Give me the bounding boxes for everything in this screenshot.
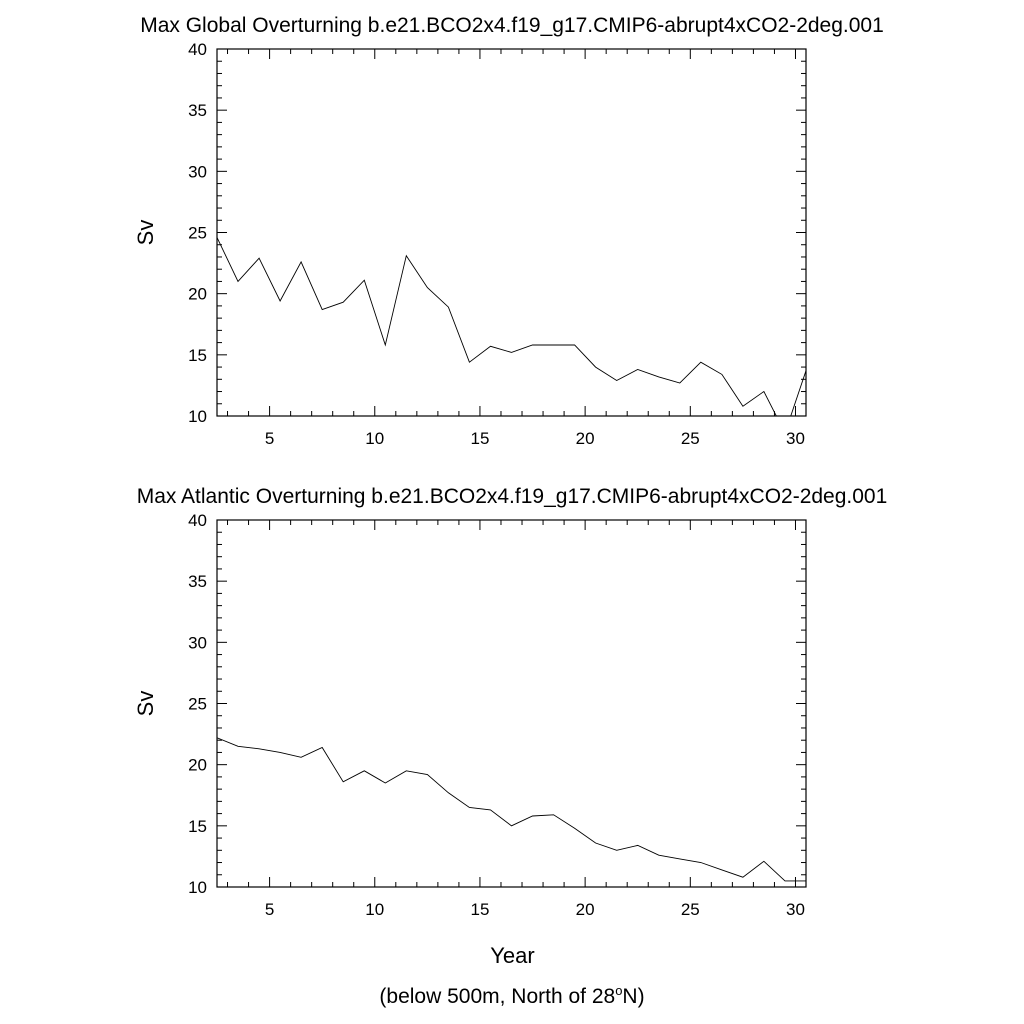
global-x-tick-label: 25 <box>681 429 700 448</box>
atlantic-x-axis-label: Year <box>490 943 534 968</box>
atlantic-x-tick-label: 15 <box>470 900 489 919</box>
global-x-tick-label: 10 <box>365 429 384 448</box>
footnote-degree: o <box>615 983 623 998</box>
footnote: (below 500m, North of 28oN) <box>0 983 1024 1009</box>
global-y-tick-label: 25 <box>188 224 207 243</box>
global-y-tick-label: 10 <box>188 407 207 426</box>
atlantic-x-tick-label: 30 <box>786 900 805 919</box>
global-y-tick-label: 30 <box>188 162 207 181</box>
atlantic-y-tick-label: 15 <box>188 817 207 836</box>
atlantic-y-tick-label: 10 <box>188 878 207 897</box>
atlantic-y-tick-label: 20 <box>188 756 207 775</box>
global-x-tick-label: 15 <box>470 429 489 448</box>
atlantic-y-tick-label: 30 <box>188 633 207 652</box>
global-y-axis-label: Sv <box>133 220 158 246</box>
global-x-tick-label: 20 <box>576 429 595 448</box>
atlantic-x-tick-label: 20 <box>576 900 595 919</box>
atlantic-x-tick-label: 10 <box>365 900 384 919</box>
atlantic-plot-frame <box>216 519 807 888</box>
atlantic-chart-title: Max Atlantic Overturning b.e21.BCO2x4.f1… <box>137 485 888 508</box>
global-overturning-panel: Max Global Overturning b.e21.BCO2x4.f19_… <box>133 14 884 448</box>
atlantic-y-axis-label: Sv <box>133 691 158 717</box>
atlantic-y-tick-label: 25 <box>188 695 207 714</box>
atlantic-y-tick-label: 40 <box>188 511 207 530</box>
atlantic-y-tick-label: 35 <box>188 572 207 591</box>
atlantic-overturning-panel: Max Atlantic Overturning b.e21.BCO2x4.f1… <box>133 485 887 968</box>
atlantic-x-tick-label: 5 <box>265 900 274 919</box>
global-y-tick-label: 15 <box>188 346 207 365</box>
global-y-tick-label: 20 <box>188 285 207 304</box>
footnote-prefix: (below 500m, North of 28 <box>379 985 616 1008</box>
global-x-tick-label: 30 <box>786 429 805 448</box>
global-plot-frame <box>216 48 807 417</box>
footnote-suffix: N) <box>622 985 645 1008</box>
global-chart-title: Max Global Overturning b.e21.BCO2x4.f19_… <box>140 14 884 37</box>
global-y-tick-label: 35 <box>188 101 207 120</box>
global-y-tick-label: 40 <box>188 40 207 59</box>
atlantic-series-line <box>217 737 806 882</box>
global-series-line <box>217 237 806 416</box>
global-x-tick-label: 5 <box>265 429 274 448</box>
atlantic-x-tick-label: 25 <box>681 900 700 919</box>
